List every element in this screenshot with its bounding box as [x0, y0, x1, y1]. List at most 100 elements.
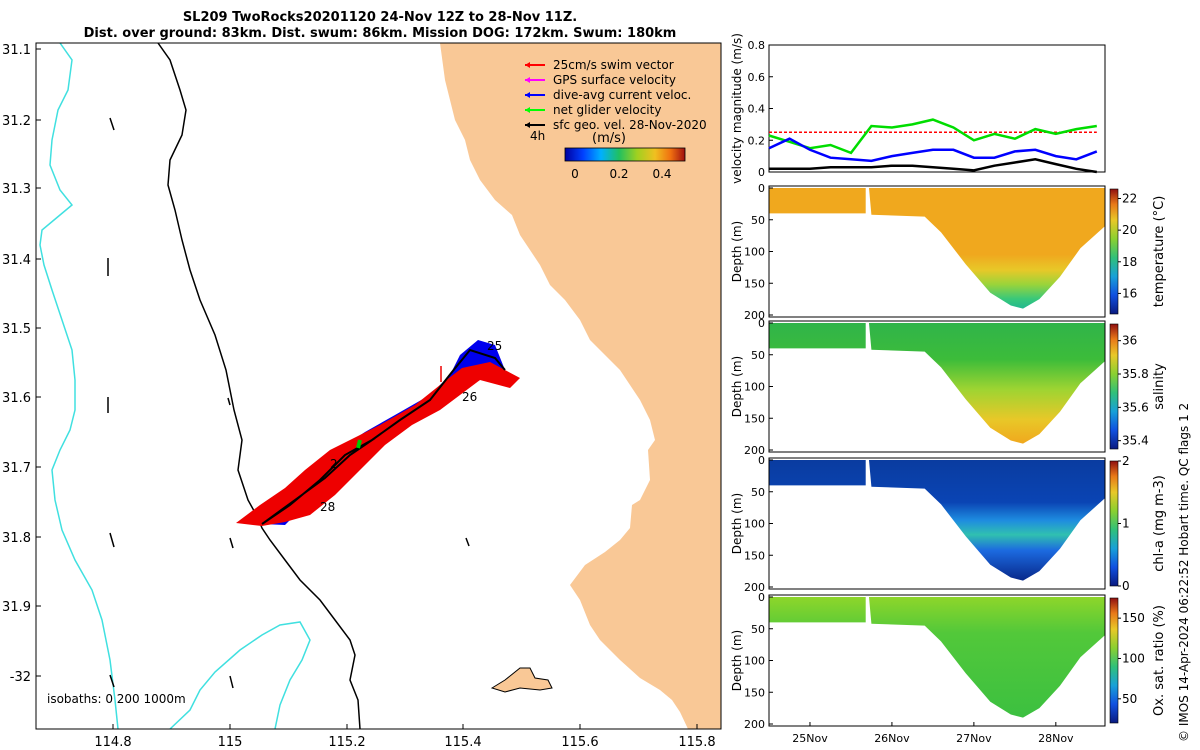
- velocity-y-tick-label: 0: [758, 166, 765, 179]
- depth-tick-label: 200: [744, 309, 765, 322]
- depth-tick-label: 200: [744, 444, 765, 457]
- legend-arrowhead: [525, 92, 530, 98]
- map-title-line2: Dist. over ground: 83km. Dist. swum: 86k…: [83, 26, 677, 41]
- depth-tick-label: 0: [758, 454, 765, 467]
- map-y-tick-label: 31.4: [2, 253, 31, 268]
- map-x-tick-label: 115.4: [444, 735, 481, 750]
- time-axis: 25Nov 26Nov 27Nov 28Nov: [792, 722, 1074, 745]
- isobaths-label: isobaths: 0 200 1000m: [47, 692, 186, 706]
- net-velocity: [356, 439, 362, 449]
- section-data-fill: [769, 597, 1105, 718]
- glider-trajectory: [236, 340, 520, 526]
- time-tick-label: 27Nov: [956, 732, 992, 745]
- depth-tick-label: 0: [758, 317, 765, 330]
- depth-tick-label: 200: [744, 718, 765, 731]
- depth-axis-label: Depth (m): [730, 356, 744, 417]
- depth-tick-label: 100: [744, 655, 765, 668]
- colorbar-tick-label: 0.2: [609, 167, 628, 181]
- velocity-series-line: [769, 158, 1097, 174]
- colorbar-tick-label: 16: [1122, 286, 1137, 300]
- section-panel: 0 50 100 150 200 Depth (m) 35.4 35.6 35.8 36 salin…: [730, 317, 1167, 457]
- day-label: 2: [330, 457, 338, 471]
- legend-arrowhead: [525, 77, 530, 83]
- map-title-line1: SL209 TwoRocks20201120 24-Nov 12Z to 28-…: [182, 10, 578, 25]
- map-y-tick-label: 31.8: [2, 531, 31, 546]
- colorbar-tick-label: 22: [1122, 191, 1137, 205]
- depth-tick-label: 50: [751, 623, 765, 636]
- time-tick-label: 26Nov: [874, 732, 910, 745]
- depth-axis-label: Depth (m): [730, 221, 744, 282]
- profile-panels: 0 0.2 0.4 0.6 0.8 velocity magnitude (m/s) 0 50…: [730, 33, 1167, 745]
- land-area: [440, 43, 721, 729]
- colorbar-tick-label: 0: [571, 167, 579, 181]
- colorbar-tick-label: 35.6: [1122, 400, 1149, 414]
- depth-tick-label: 100: [744, 246, 765, 259]
- legend-arrowhead: [525, 122, 530, 128]
- section-panel: 0 50 100 150 200 Depth (m) 16 18 20 22 temperature…: [730, 182, 1167, 322]
- map-y-tick-label: 31.2: [2, 114, 31, 129]
- section-data-fill: [769, 188, 1105, 309]
- imos-credit: © IMOS 14-Apr-2024 06:22:52 Hobart time.…: [1177, 402, 1191, 742]
- velocity-series-line: [768, 137, 1098, 163]
- map-axis-ticks: 114.8 115 115.2 115.4 115.6 115.8 31.1 31.2 31.3…: [2, 43, 716, 750]
- depth-tick-label: 0: [758, 591, 765, 604]
- isobath-200m: [169, 621, 311, 729]
- colorbar-label: salinity: [1152, 363, 1167, 410]
- trajectory-map: 114.8 115 115.2 115.4 115.6 115.8 31.1 31.2 31.3…: [2, 42, 722, 750]
- colorbar-tick-label: 18: [1122, 255, 1137, 269]
- day-label: 26: [462, 390, 477, 404]
- map-x-tick-label: 115: [218, 735, 243, 750]
- velocity-y-tick-label: 0.6: [748, 71, 766, 84]
- section-colorbar: [1109, 188, 1119, 315]
- colorbar-tick-label: 0.4: [652, 167, 671, 181]
- velocity-y-tick-label: 0.2: [748, 134, 766, 147]
- rottnest-island: [490, 667, 553, 693]
- colorbar-label: chl-a (mg m-3): [1152, 475, 1167, 572]
- map-y-tick-label: 31.9: [2, 600, 31, 615]
- colorbar-tick-label: 150: [1122, 611, 1145, 625]
- depth-tick-label: 200: [744, 581, 765, 594]
- section-colorbar: [1109, 460, 1119, 587]
- colorbar-label: Ox. sat. ratio (%): [1152, 605, 1167, 716]
- depth-tick-label: 0: [758, 182, 765, 195]
- day-label: 25: [487, 339, 502, 353]
- section-panel: 0 50 100 150 200 Depth (m) 0 1 2 chl-a (mg m-3): [730, 454, 1167, 594]
- current-arrows: [107, 117, 470, 689]
- legend-label: dive-avg current veloc.: [553, 88, 691, 102]
- map-y-tick-label: 31.7: [2, 461, 31, 476]
- time-tick-label: 28Nov: [1038, 732, 1074, 745]
- section-data-fill: [769, 460, 1105, 581]
- time-tick-label: 25Nov: [792, 732, 828, 745]
- colorbar-tick-label: 100: [1122, 651, 1145, 665]
- depth-tick-label: 100: [744, 518, 765, 531]
- legend-label: GPS surface velocity: [553, 73, 676, 87]
- section-data-fill: [769, 323, 1105, 444]
- legend-arrowhead: [525, 62, 530, 68]
- section-panel: 0 50 100 150 200 Depth (m) 50 100 150 Ox. sat. ra…: [730, 591, 1167, 731]
- depth-tick-label: 150: [744, 412, 765, 425]
- section-colorbar: [1109, 323, 1119, 450]
- depth-axis-label: Depth (m): [730, 493, 744, 554]
- map-frame: [35, 42, 722, 730]
- day-labels: 25 26 2 28: [320, 339, 502, 514]
- colorbar-tick-label: 20: [1122, 223, 1137, 237]
- colorbar-tick-label: 1: [1122, 517, 1130, 531]
- velocity-y-tick-label: 0.8: [748, 39, 766, 52]
- depth-tick-label: 150: [744, 277, 765, 290]
- colorbar-tick-label: 35.8: [1122, 367, 1149, 381]
- map-x-tick-label: 114.8: [94, 735, 131, 750]
- legend-arrowhead: [525, 107, 530, 113]
- map-x-tick-label: 115.2: [328, 735, 365, 750]
- colorbar-unit: (m/s): [592, 131, 626, 146]
- legend-label: net glider velocity: [553, 103, 661, 117]
- speed-colorbar-ticks: 0 0.2 0.4: [571, 167, 671, 181]
- depth-tick-label: 150: [744, 686, 765, 699]
- colorbar-tick-label: 36: [1122, 334, 1137, 348]
- map-y-tick-label: 31.1: [2, 43, 31, 58]
- depth-axis-label: Depth (m): [730, 630, 744, 691]
- glider-track-line: [261, 348, 506, 525]
- depth-tick-label: 50: [751, 214, 765, 227]
- velocity-y-tick-label: 0.4: [748, 103, 766, 116]
